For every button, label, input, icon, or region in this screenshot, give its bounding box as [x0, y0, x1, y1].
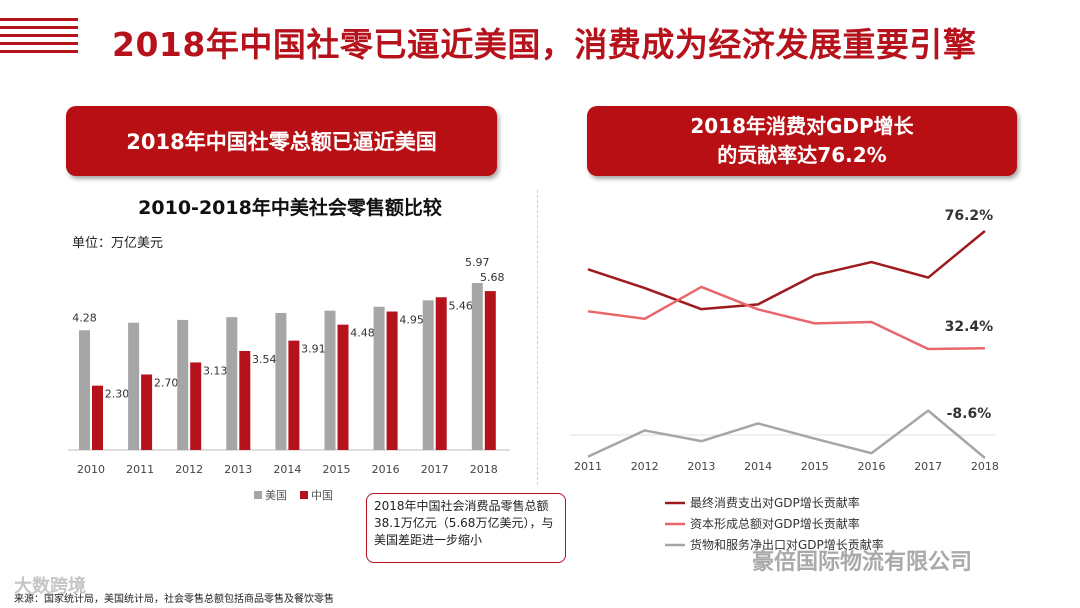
line-legend-label-netexport: 货物和服务净出口对GDP增长贡献率 — [690, 537, 884, 552]
bar-china-2012 — [190, 362, 202, 450]
bar-label-china-2014: 3.91 — [301, 343, 326, 356]
bar-usa-2014 — [275, 312, 287, 450]
bar-label-china-2015: 4.48 — [350, 327, 375, 340]
right-banner-line1: 2018年消费对GDP增长 — [690, 114, 914, 138]
watermark-left: 大数跨境 — [14, 576, 86, 597]
bar-label-china-2011: 2.70 — [154, 376, 179, 389]
bar-china-2014 — [288, 340, 300, 450]
header-logo-stripes — [0, 18, 78, 62]
bar-china-2013 — [239, 350, 251, 450]
bar-usa-2018 — [471, 283, 483, 450]
line-xtick-2016: 2016 — [858, 460, 886, 473]
bar-china-2011 — [141, 374, 153, 450]
bar-xtick-2012: 2012 — [175, 463, 203, 476]
bar-usa-2011 — [128, 322, 140, 450]
bar-china-2015 — [337, 324, 349, 450]
bar-label-china-2016: 4.95 — [399, 314, 424, 327]
bar-china-2018 — [484, 291, 496, 450]
bar-label-china-2012: 3.13 — [203, 364, 228, 377]
line-end-label-netexport: -8.6% — [947, 406, 992, 422]
line-legend-label-consumption: 最终消费支出对GDP增长贡献率 — [690, 495, 860, 510]
bar-label-china-2013: 3.54 — [252, 353, 277, 366]
bar-chart-unit: 单位：万亿美元 — [72, 236, 164, 251]
bar-china-2016 — [386, 311, 398, 450]
line-series-consumption — [587, 230, 986, 311]
line-xtick-2013: 2013 — [687, 460, 715, 473]
line-end-label-capital: 32.4% — [945, 319, 994, 335]
line-series-netexport — [587, 409, 986, 459]
bar-china-2010 — [92, 385, 103, 450]
bar-legend-swatch-china — [300, 491, 308, 499]
bar-china-2017 — [435, 297, 447, 450]
bar-xtick-2014: 2014 — [273, 463, 301, 476]
bar-xtick-2015: 2015 — [323, 463, 351, 476]
bar-legend-swatch-usa — [254, 491, 262, 499]
bar-usa-2010 — [79, 330, 90, 450]
right-banner: 2018年消费对GDP增长 的贡献率达76.2% — [587, 106, 1017, 176]
bar-legend-label-china: 中国 — [311, 489, 333, 502]
line-series-capital — [587, 285, 985, 351]
bar-usa-2017 — [422, 300, 434, 450]
bar-usa-2016 — [373, 306, 385, 450]
bar-xtick-2017: 2017 — [421, 463, 449, 476]
bar-label-usa-2010: 4.28 — [72, 311, 97, 324]
line-xtick-2017: 2017 — [914, 460, 942, 473]
panel-divider — [537, 190, 538, 485]
callout-box: 2018年中国社会消费品零售总额38.1万亿元（5.68万亿美元），与美国差距进… — [366, 493, 566, 563]
bar-usa-2015 — [324, 310, 336, 450]
left-banner: 2018年中国社零总额已逼近美国 — [66, 106, 497, 176]
bar-usa-2013 — [226, 317, 238, 450]
line-xtick-2014: 2014 — [744, 460, 772, 473]
bar-label-china-2010: 2.30 — [105, 388, 130, 401]
bar-usa-2012 — [177, 319, 189, 450]
bar-chart-title: 2010-2018年中美社会零售额比较 — [138, 197, 442, 219]
bar-chart: 4.28 2.30 2010 2.70 2011 3.13 2012 3.54 2013 3.91… — [68, 256, 510, 502]
line-xtick-2015: 2015 — [801, 460, 829, 473]
bar-label-china-2017: 5.46 — [448, 299, 473, 312]
bar-xtick-2018: 2018 — [470, 463, 498, 476]
line-legend-label-capital: 资本形成总额对GDP增长贡献率 — [690, 516, 860, 531]
bar-label-china-2018: 5.68 — [480, 271, 505, 284]
bar-legend-label-usa: 美国 — [265, 489, 287, 502]
bar-xtick-2010: 2010 — [77, 463, 105, 476]
source-note: 来源：国家统计局，美国统计局，社会零售总额包括商品零售及餐饮零售 — [14, 594, 334, 605]
bar-xtick-2011: 2011 — [126, 463, 154, 476]
bar-xtick-2016: 2016 — [372, 463, 400, 476]
page-title: 2018年中国社零已逼近美国，消费成为经济发展重要引擎 — [112, 25, 977, 64]
right-banner-line2: 的贡献率达76.2% — [717, 143, 887, 167]
line-xtick-2011: 2011 — [574, 460, 602, 473]
line-xtick-2012: 2012 — [631, 460, 659, 473]
line-end-label-consumption: 76.2% — [945, 208, 994, 224]
line-xtick-2018: 2018 — [971, 460, 999, 473]
line-chart: 76.2% 最终消费支出对GDP增长贡献率 32.4% 资本形成总额对GDP增长贡献率… — [570, 208, 999, 552]
bar-xtick-2013: 2013 — [224, 463, 252, 476]
watermark-right: 豪倍国际物流有限公司 — [752, 550, 973, 575]
bar-label-usa-2018: 5.97 — [465, 256, 490, 269]
